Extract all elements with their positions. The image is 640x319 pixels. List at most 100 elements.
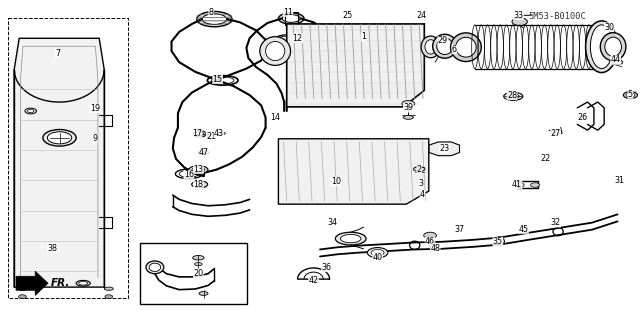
Ellipse shape: [605, 37, 621, 56]
Ellipse shape: [202, 14, 227, 25]
Polygon shape: [16, 271, 48, 295]
Ellipse shape: [199, 292, 208, 295]
Text: 7: 7: [55, 49, 60, 58]
Ellipse shape: [198, 151, 209, 154]
Text: 22: 22: [540, 154, 550, 163]
Ellipse shape: [195, 263, 202, 266]
Ellipse shape: [504, 93, 523, 100]
Text: 18: 18: [193, 180, 204, 189]
Ellipse shape: [28, 109, 34, 113]
Text: 8: 8: [209, 8, 214, 17]
Circle shape: [552, 130, 562, 135]
Text: 43: 43: [214, 129, 224, 138]
Text: 5M53-B0100C: 5M53-B0100C: [528, 12, 586, 21]
Ellipse shape: [29, 281, 41, 285]
Ellipse shape: [433, 34, 457, 58]
Ellipse shape: [340, 234, 361, 243]
Text: 13: 13: [193, 165, 204, 174]
Text: 48: 48: [430, 244, 440, 253]
Text: FR.: FR.: [51, 278, 70, 288]
Text: 28: 28: [507, 91, 517, 100]
Text: 31: 31: [614, 176, 625, 185]
Ellipse shape: [196, 132, 204, 136]
Ellipse shape: [47, 132, 72, 144]
Ellipse shape: [626, 93, 635, 97]
Ellipse shape: [278, 13, 304, 24]
Ellipse shape: [79, 281, 88, 285]
Bar: [140, 243, 247, 304]
Text: 36: 36: [321, 263, 332, 272]
Bar: [285, 12, 298, 25]
Text: 4: 4: [420, 190, 425, 199]
Text: 11: 11: [283, 8, 293, 17]
Circle shape: [402, 100, 415, 107]
Circle shape: [512, 18, 527, 26]
Ellipse shape: [189, 166, 208, 174]
Ellipse shape: [451, 33, 481, 62]
Text: 27: 27: [550, 129, 561, 138]
Ellipse shape: [149, 263, 161, 271]
Text: 45: 45: [518, 225, 529, 234]
Text: 16: 16: [184, 170, 194, 179]
Ellipse shape: [335, 232, 366, 245]
Ellipse shape: [218, 132, 225, 135]
Circle shape: [612, 60, 623, 65]
Ellipse shape: [623, 92, 637, 99]
Text: 46: 46: [425, 237, 435, 246]
Ellipse shape: [586, 21, 618, 73]
Text: 6: 6: [452, 45, 457, 54]
Polygon shape: [14, 38, 104, 287]
Ellipse shape: [104, 287, 113, 290]
Text: 38: 38: [47, 244, 58, 253]
Circle shape: [424, 232, 436, 239]
Ellipse shape: [421, 36, 440, 58]
Text: 34: 34: [328, 218, 338, 227]
Text: 5: 5: [628, 90, 633, 99]
Text: 37: 37: [454, 225, 465, 234]
Ellipse shape: [436, 38, 453, 55]
Ellipse shape: [26, 280, 44, 286]
Text: 10: 10: [331, 177, 341, 186]
Text: 41: 41: [512, 180, 522, 189]
Circle shape: [531, 183, 540, 187]
Polygon shape: [287, 24, 424, 107]
Ellipse shape: [146, 261, 164, 274]
Ellipse shape: [18, 287, 27, 290]
Text: 12: 12: [292, 34, 303, 43]
Text: 35: 35: [493, 237, 503, 246]
Ellipse shape: [508, 94, 519, 99]
Text: 14: 14: [270, 113, 280, 122]
Ellipse shape: [413, 167, 425, 172]
Bar: [8, 18, 128, 298]
Ellipse shape: [371, 249, 384, 256]
Text: 17: 17: [192, 129, 202, 138]
Ellipse shape: [456, 37, 476, 57]
Text: 33: 33: [513, 11, 524, 20]
Polygon shape: [278, 139, 429, 204]
Ellipse shape: [193, 256, 204, 260]
Text: 25: 25: [342, 11, 353, 20]
Text: 32: 32: [550, 218, 561, 227]
Circle shape: [19, 295, 26, 299]
Text: 24: 24: [416, 11, 426, 20]
Polygon shape: [429, 142, 460, 156]
Text: 21: 21: [206, 132, 216, 141]
Text: 9: 9: [92, 134, 97, 143]
Ellipse shape: [590, 25, 613, 69]
Text: 19: 19: [90, 104, 100, 113]
Text: 44: 44: [611, 56, 621, 64]
Text: 15: 15: [212, 75, 223, 84]
Text: 42: 42: [308, 276, 319, 285]
Ellipse shape: [266, 41, 285, 61]
Ellipse shape: [403, 115, 413, 119]
Ellipse shape: [25, 108, 36, 114]
Ellipse shape: [279, 36, 292, 42]
Text: 2: 2: [417, 165, 422, 174]
Ellipse shape: [193, 131, 206, 137]
Ellipse shape: [276, 35, 295, 43]
Ellipse shape: [367, 248, 388, 258]
Text: 39: 39: [403, 103, 413, 112]
Text: 40: 40: [372, 253, 383, 262]
Ellipse shape: [197, 11, 232, 27]
Circle shape: [105, 295, 113, 299]
